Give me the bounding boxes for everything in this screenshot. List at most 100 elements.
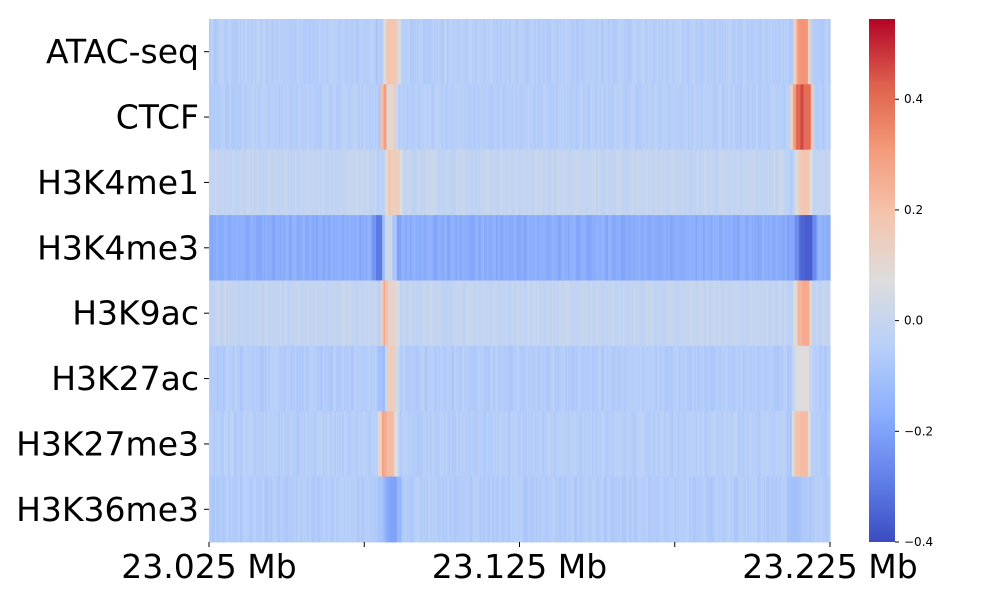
heatmap-cell bbox=[352, 19, 355, 85]
heatmap-cell bbox=[583, 345, 586, 412]
heatmap-cell bbox=[761, 215, 765, 281]
heatmap-cell bbox=[516, 84, 519, 151]
heatmap-cell bbox=[293, 476, 296, 543]
heatmap-cell bbox=[562, 476, 565, 543]
heatmap-cell bbox=[711, 215, 714, 281]
heatmap-cell bbox=[461, 215, 464, 281]
heatmap-cell bbox=[313, 280, 317, 347]
heatmap-cell bbox=[691, 84, 694, 151]
heatmap-cell bbox=[241, 149, 244, 216]
heatmap-cell bbox=[688, 215, 691, 281]
heatmap-cell bbox=[686, 84, 689, 151]
heatmap-cell bbox=[455, 19, 458, 85]
heatmap-cell bbox=[742, 280, 745, 347]
heatmap-cell bbox=[633, 215, 636, 281]
heatmap-cell bbox=[346, 149, 349, 216]
heatmap-cell bbox=[469, 84, 472, 151]
heatmap-cell bbox=[744, 411, 747, 478]
heatmap-cell bbox=[257, 345, 260, 412]
heatmap-cell bbox=[692, 19, 695, 85]
heatmap-cell bbox=[525, 345, 528, 412]
heatmap-cell bbox=[793, 476, 796, 543]
heatmap-cell bbox=[472, 411, 475, 478]
heatmap-cell bbox=[374, 215, 377, 281]
heatmap-cell bbox=[469, 280, 472, 347]
row-label: H3K27me3 bbox=[16, 424, 199, 463]
heatmap-cell bbox=[525, 280, 528, 347]
heatmap-cell bbox=[220, 345, 223, 412]
heatmap-cell bbox=[726, 345, 729, 412]
heatmap-cell bbox=[766, 215, 769, 281]
heatmap-cell bbox=[611, 149, 614, 216]
heatmap-cell bbox=[439, 19, 442, 85]
heatmap-cell bbox=[365, 411, 368, 478]
heatmap-cell bbox=[481, 149, 484, 216]
heatmap-cell bbox=[825, 280, 828, 347]
heatmap-cell bbox=[711, 280, 714, 347]
heatmap-cell bbox=[705, 411, 708, 478]
heatmap-cell bbox=[435, 149, 438, 216]
heatmap-cell bbox=[478, 19, 481, 85]
heatmap-cell bbox=[423, 345, 426, 412]
heatmap-cell bbox=[554, 411, 558, 478]
heatmap-cell bbox=[410, 476, 413, 543]
heatmap-cell bbox=[640, 84, 643, 151]
heatmap-cell bbox=[667, 476, 670, 543]
heatmap-cell bbox=[364, 280, 367, 347]
heatmap-cell bbox=[699, 84, 702, 151]
heatmap-cell bbox=[398, 149, 401, 216]
heatmap-cell bbox=[234, 345, 237, 412]
heatmap-row-h3k27ac bbox=[209, 345, 831, 412]
heatmap-cell bbox=[674, 411, 677, 478]
heatmap-cell bbox=[583, 215, 586, 281]
heatmap-cell bbox=[408, 84, 411, 151]
heatmap-cell bbox=[621, 476, 624, 543]
heatmap-cell bbox=[693, 149, 697, 216]
heatmap-cell bbox=[460, 215, 463, 281]
heatmap-cell bbox=[489, 280, 493, 347]
heatmap-cell bbox=[245, 280, 249, 347]
heatmap-cell bbox=[769, 476, 772, 543]
heatmap-cell bbox=[361, 84, 364, 151]
heatmap-cell bbox=[654, 19, 657, 85]
heatmap-cell bbox=[559, 215, 562, 281]
heatmap-cell bbox=[223, 280, 226, 347]
heatmap-cell bbox=[624, 345, 627, 412]
heatmap-cell bbox=[222, 149, 225, 216]
heatmap-cell bbox=[302, 411, 305, 478]
heatmap-cell bbox=[674, 215, 677, 281]
heatmap-cell bbox=[529, 411, 532, 478]
heatmap-cell bbox=[405, 280, 408, 347]
heatmap-cell bbox=[396, 19, 399, 85]
heatmap-cell bbox=[491, 476, 494, 543]
heatmap-cell bbox=[611, 476, 614, 543]
heatmap-cell bbox=[287, 84, 290, 151]
heatmap-cell bbox=[679, 19, 682, 85]
heatmap-cell bbox=[596, 84, 599, 151]
heatmap-cell bbox=[404, 19, 407, 85]
heatmap-cell bbox=[359, 411, 362, 478]
heatmap-cell bbox=[665, 411, 668, 478]
heatmap-cell bbox=[384, 215, 388, 281]
heatmap-cell bbox=[623, 411, 626, 478]
heatmap-cell bbox=[822, 19, 825, 85]
heatmap-cell bbox=[813, 345, 816, 412]
heatmap-cell bbox=[702, 215, 705, 281]
heatmap-cell bbox=[685, 149, 688, 216]
heatmap-cell bbox=[736, 149, 739, 216]
heatmap-cell bbox=[726, 411, 729, 478]
heatmap-cell bbox=[447, 411, 450, 478]
heatmap-cell bbox=[769, 215, 772, 281]
heatmap-cell bbox=[509, 215, 512, 281]
heatmap-cell bbox=[245, 84, 249, 151]
heatmap-cell bbox=[253, 84, 256, 151]
heatmap-cell bbox=[279, 149, 283, 216]
heatmap-cell bbox=[287, 280, 290, 347]
heatmap-cell bbox=[557, 84, 561, 151]
heatmap-cell bbox=[815, 345, 818, 412]
heatmap-cell bbox=[544, 19, 547, 85]
heatmap-cell bbox=[489, 149, 493, 216]
heatmap-cell bbox=[812, 215, 815, 281]
heatmap-cell bbox=[361, 149, 364, 216]
heatmap-cell bbox=[540, 84, 543, 151]
